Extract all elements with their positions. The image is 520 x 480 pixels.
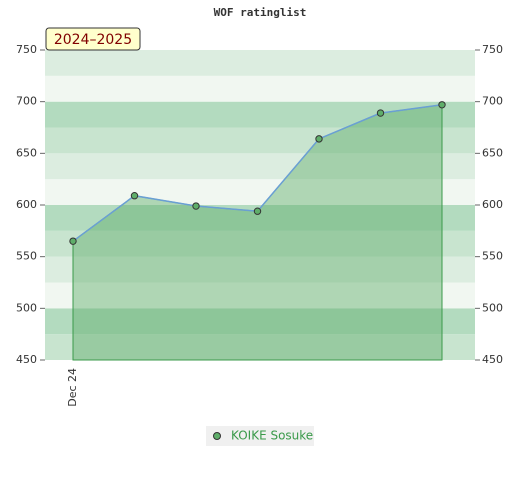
y-tick-label: 600 [16, 198, 37, 211]
background-band [45, 282, 475, 309]
legend-box [206, 426, 314, 446]
y-tick-label: 500 [16, 301, 37, 314]
plot [69, 101, 446, 361]
point [376, 109, 385, 117]
legend-marker [213, 432, 221, 440]
background-band [45, 50, 475, 76]
background-band [45, 75, 475, 102]
background-band [45, 179, 475, 205]
background-band [45, 230, 475, 257]
background-band [45, 308, 475, 335]
background-band [45, 256, 475, 283]
y2-tick-label: 600 [482, 198, 503, 211]
y2-tick-label: 500 [482, 301, 503, 314]
point [69, 237, 77, 245]
background-band [45, 101, 475, 128]
y2-tick-label: 550 [482, 250, 503, 263]
background-band [45, 334, 475, 360]
point [253, 207, 262, 215]
point [315, 135, 323, 143]
y-tick-label: 700 [16, 95, 37, 108]
annotation: 2024–2025 [54, 32, 132, 48]
y-tick-label: 750 [16, 43, 37, 56]
y-tick-label: 650 [16, 146, 37, 159]
y2-tick-label: 700 [482, 95, 503, 108]
legend-label[interactable]: KOIKE Sosuke [231, 429, 313, 443]
y2-tick-label: 450 [482, 353, 503, 366]
plot-background [45, 50, 475, 360]
point [438, 101, 446, 109]
y-tick-label: 450 [16, 353, 37, 366]
annotation-box [45, 27, 141, 51]
y2-tick-label: 650 [482, 146, 503, 159]
background-band [45, 127, 475, 154]
background-band [45, 153, 475, 180]
y-tick-label: 550 [16, 250, 37, 263]
point [130, 192, 139, 200]
x-tick-label: Dec 24 [66, 368, 79, 407]
point [192, 202, 200, 210]
chart-title: WOF ratinglist [214, 6, 307, 19]
y2-tick-label: 750 [482, 43, 503, 56]
